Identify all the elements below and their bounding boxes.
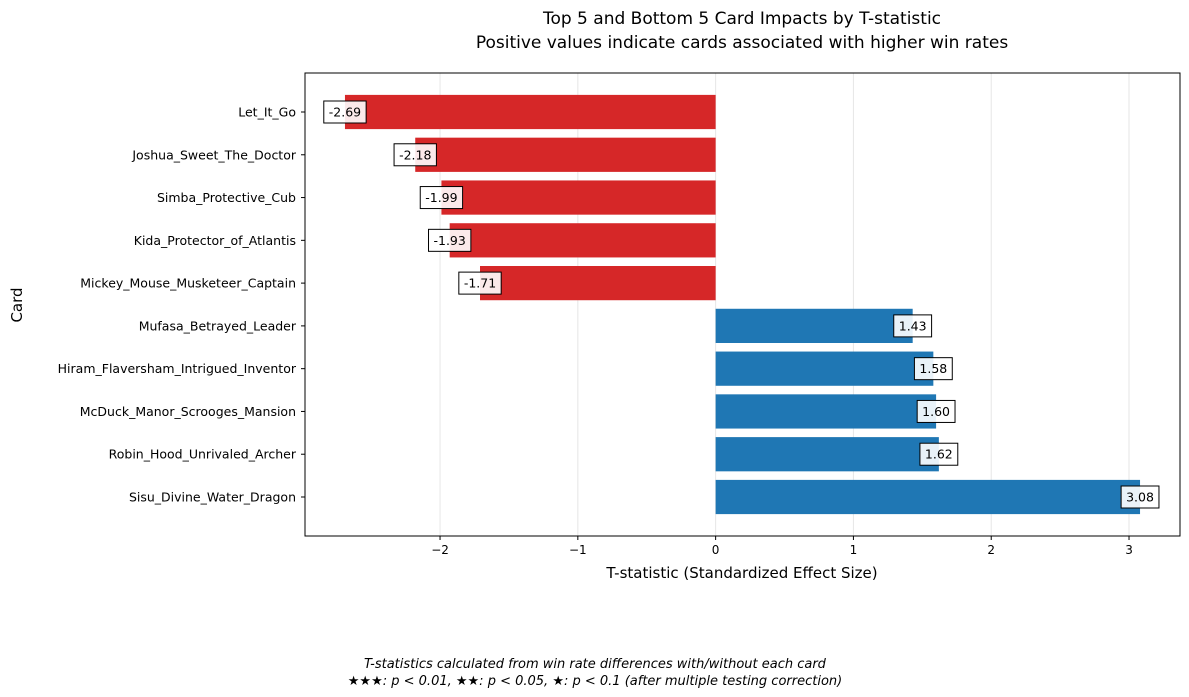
value-label-text: -1.93 [434, 233, 466, 248]
value-label-text: 1.43 [899, 318, 927, 333]
value-label-box [919, 442, 959, 466]
x-tick-label: 3 [1125, 543, 1133, 557]
value-label: -2.18 [393, 143, 437, 167]
value-label-box [393, 143, 437, 167]
y-tick-label: Hiram_Flaversham_Intrigued_Inventor [58, 361, 297, 376]
x-tick-label: 0 [712, 543, 720, 557]
bars [344, 94, 1141, 515]
value-label: 3.08 [1120, 485, 1160, 509]
value-label: -1.99 [419, 186, 464, 210]
bar [415, 137, 716, 172]
plot-frame [304, 72, 1181, 537]
value-label-box [419, 186, 464, 210]
value-label-box [916, 399, 956, 423]
value-label-text: 3.08 [1126, 490, 1154, 505]
x-tick-label: 1 [850, 543, 858, 557]
value-label-text: 1.58 [919, 361, 947, 376]
y-tick-label: Sisu_Divine_Water_Dragon [129, 490, 296, 505]
y-axis-label: Card [8, 287, 26, 322]
value-label: 1.43 [893, 314, 933, 338]
bar [715, 479, 1141, 515]
value-label: -2.69 [323, 100, 367, 124]
bar [449, 223, 716, 258]
y-tick-label: Mickey_Mouse_Musketeer_Captain [80, 276, 296, 291]
value-label-box [893, 314, 933, 338]
value-label-text: -2.18 [399, 147, 431, 162]
bar [715, 394, 937, 429]
value-label-box [458, 271, 502, 295]
value-label-box [1120, 485, 1160, 509]
chart-title: Top 5 and Bottom 5 Card Impacts by T-sta… [542, 9, 941, 29]
bar [715, 437, 939, 472]
value-label-text: -1.99 [425, 190, 457, 205]
value-labels: -2.69 -2.18 -1.99 -1.93 -1.71 1.43 1.58 1.60 1.6… [323, 100, 1160, 509]
x-axis-ticks: −2 −1 0 1 2 3 [431, 536, 1133, 557]
x-tick-label: −2 [431, 543, 449, 557]
y-tick-label: McDuck_Manor_Scrooges_Mansion [80, 404, 296, 419]
value-label: 1.58 [913, 357, 953, 381]
y-tick-label: Robin_Hood_Unrivaled_Archer [109, 447, 297, 462]
bar [441, 180, 716, 215]
value-label: -1.93 [428, 228, 472, 252]
value-label-text: -1.71 [464, 276, 496, 291]
value-label-box [323, 100, 367, 124]
value-label: 1.62 [919, 442, 959, 466]
y-tick-label: Mufasa_Betrayed_Leader [139, 318, 297, 333]
value-label: -1.71 [458, 271, 502, 295]
footnote-line-1: T-statistics calculated from win rate di… [364, 657, 827, 672]
value-label-box [913, 357, 953, 381]
y-axis-ticks: Let_It_Go Joshua_Sweet_The_Doctor Simba_Pr… [58, 105, 305, 505]
value-label-text: 1.62 [925, 447, 953, 462]
value-label: 1.60 [916, 399, 956, 423]
y-tick-label: Simba_Protective_Cub [157, 190, 296, 205]
value-label-text: -2.69 [329, 105, 361, 120]
bar [344, 94, 716, 130]
bar [715, 351, 934, 386]
bar [715, 308, 913, 343]
value-label-box [428, 228, 472, 252]
y-tick-label: Kida_Protector_of_Atlantis [134, 233, 296, 248]
x-axis-label: T-statistic (Standardized Effect Size) [605, 564, 877, 582]
footnote-line-2: ★★★: p < 0.01, ★★: p < 0.05, ★: p < 0.1 … [348, 674, 842, 689]
x-tick-label: −1 [569, 543, 587, 557]
value-label-text: 1.60 [922, 404, 950, 419]
y-tick-label: Joshua_Sweet_The_Doctor [131, 147, 296, 162]
x-tick-label: 2 [987, 543, 995, 557]
y-tick-label: Let_It_Go [238, 105, 296, 120]
chart-subtitle: Positive values indicate cards associate… [476, 33, 1009, 53]
bar [480, 266, 716, 301]
